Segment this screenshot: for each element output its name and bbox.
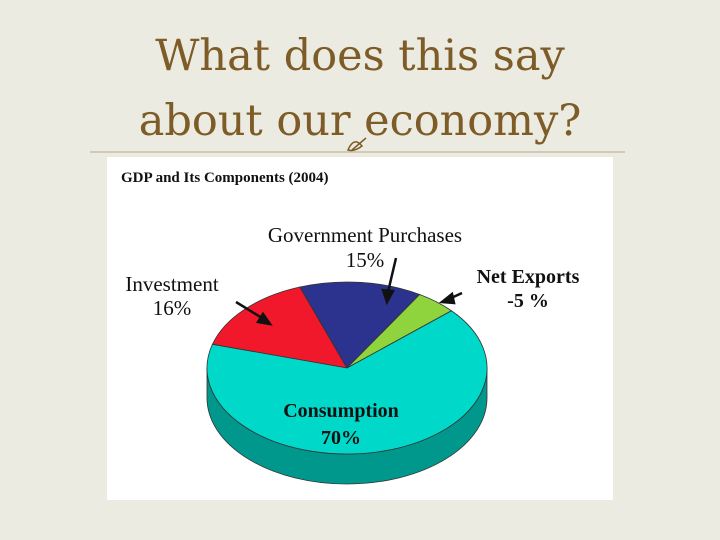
category-label: Government Purchases bbox=[268, 223, 462, 247]
category-label: Net Exports bbox=[477, 266, 580, 288]
ornament bbox=[346, 137, 367, 152]
slide-title-line: What does this say bbox=[155, 31, 565, 81]
slice bbox=[299, 281, 421, 369]
category-label: Investment bbox=[125, 272, 218, 296]
chart-title: GDP and Its Components (2004) bbox=[121, 170, 329, 186]
value-label: -5 % bbox=[507, 290, 549, 312]
slice bbox=[211, 286, 348, 369]
category-label: Consumption bbox=[283, 400, 399, 422]
value-label: 15% bbox=[346, 248, 385, 272]
slide-title-line: about our economy? bbox=[139, 96, 582, 146]
slice bbox=[206, 310, 488, 455]
value-label: 16% bbox=[153, 296, 192, 320]
pie bbox=[206, 281, 488, 485]
value-label: 70% bbox=[321, 427, 361, 449]
callout-arrows bbox=[235, 257, 463, 326]
